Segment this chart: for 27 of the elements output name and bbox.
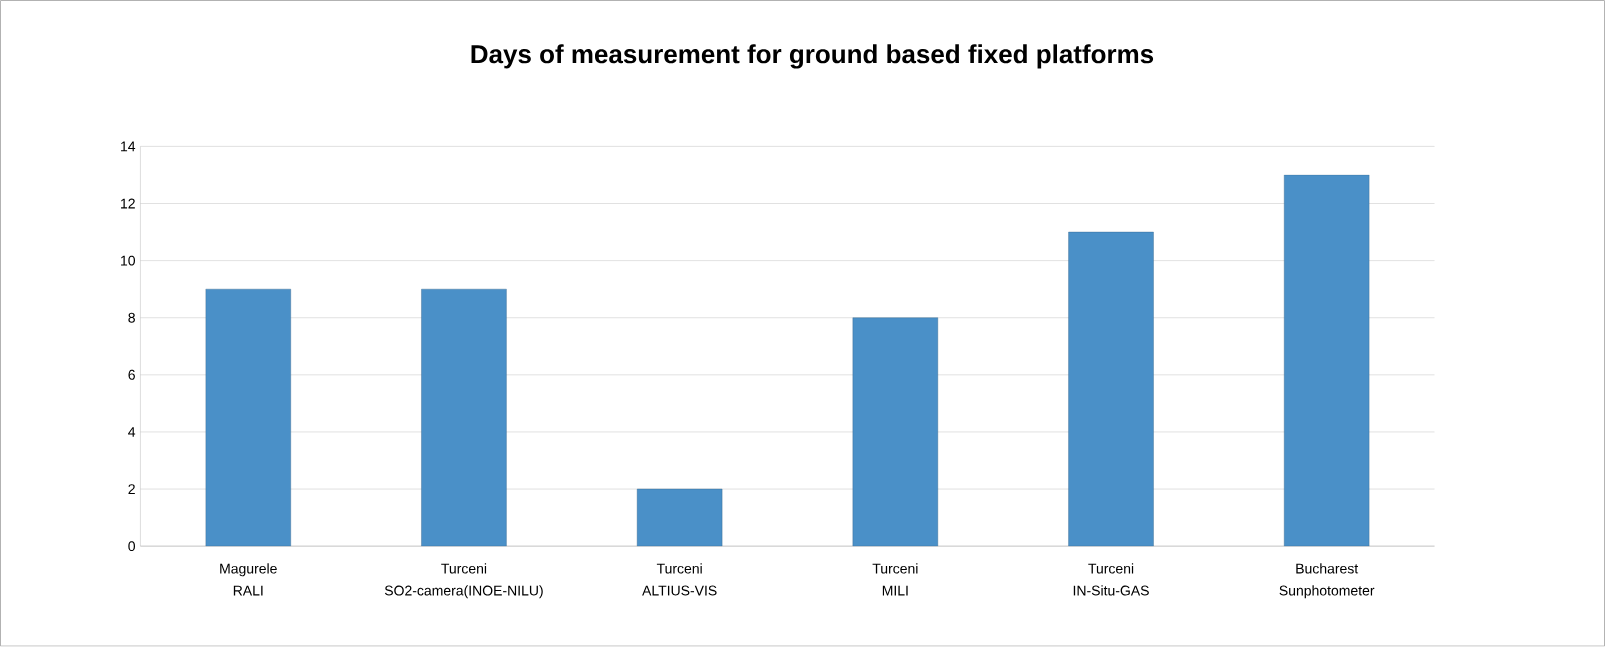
x-tick-label: ALTIUS-VIS (642, 585, 717, 596)
bar (421, 289, 507, 547)
bar (1284, 174, 1370, 547)
y-tick-label: 10 (121, 255, 136, 266)
y-tick-label: 2 (128, 484, 135, 495)
x-tick-label: Sunphotometer (1279, 585, 1375, 599)
x-tick-label: MILI (882, 585, 908, 596)
x-tick-label: RALI (233, 585, 263, 596)
bar (1068, 232, 1154, 547)
bar (205, 289, 291, 547)
y-tick-label: 6 (128, 370, 135, 380)
text: Turceni (656, 563, 702, 574)
text: Turceni (872, 563, 918, 574)
text: Bucharest (1296, 563, 1359, 574)
x-tick-label: IN-Situ-GAS (1073, 585, 1149, 596)
bar (852, 317, 938, 547)
y-tick-label: 0 (128, 541, 136, 552)
x-tick-label: SO2-camera(INOE-NILU) (384, 585, 543, 599)
text: Turceni (1088, 563, 1134, 574)
y-tick-label: 14 (121, 141, 136, 152)
y-tick-label: 4 (128, 427, 136, 437)
y-tick-label: 12 (121, 198, 135, 209)
chart-title: Days of measurement for ground based fixed platforms (471, 44, 1154, 69)
text: Turceni (441, 563, 487, 574)
bar (636, 489, 723, 547)
text: Magurele (220, 563, 277, 577)
y-tick-label: 8 (128, 312, 135, 323)
